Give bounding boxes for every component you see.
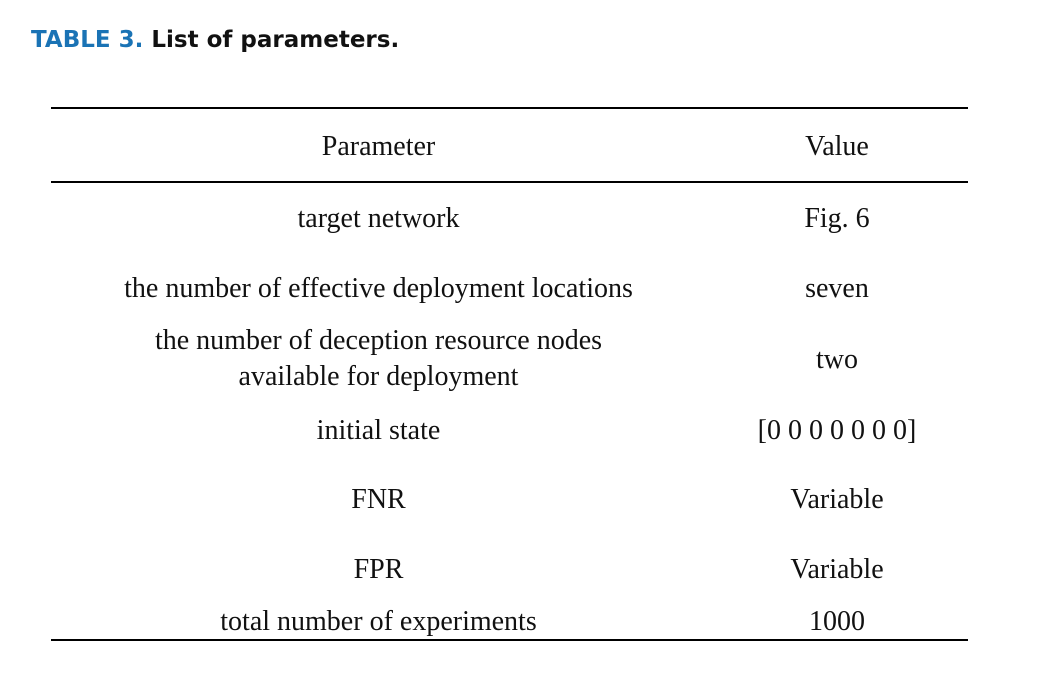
row-value-target-network: Fig. 6: [804, 203, 870, 234]
row-parameter-fnr: FNR: [351, 484, 406, 515]
table-caption: TABLE 3. List of parameters.: [31, 26, 399, 54]
row-value-total-experiments: 1000: [809, 606, 865, 637]
row-value-initial-state: [0 0 0 0 0 0 0]: [757, 415, 917, 446]
row-parameter-deception-nodes: the number of deception resource nodes a…: [51, 323, 706, 395]
row-value-fpr: Variable: [790, 554, 884, 585]
row-parameter-initial-state: initial state: [316, 415, 441, 446]
bottom-rule: [51, 639, 968, 641]
row-parameter-deception-nodes-line2: available for deployment: [238, 361, 519, 392]
header-rule: [51, 181, 968, 183]
row-value-fnr: Variable: [790, 484, 884, 515]
table-title: List of parameters.: [151, 27, 400, 53]
row-parameter-deployment-locations: the number of effective deployment locat…: [124, 273, 633, 304]
top-rule: [51, 107, 968, 109]
row-value-deployment-locations: seven: [805, 273, 869, 304]
row-value-deception-nodes: two: [816, 344, 858, 375]
row-parameter-deception-nodes-line1: the number of deception resource nodes: [154, 325, 603, 356]
table-number: TABLE 3.: [31, 27, 144, 53]
row-parameter-target-network: target network: [297, 203, 460, 234]
row-parameter-total-experiments: total number of experiments: [220, 606, 537, 637]
row-parameter-fpr: FPR: [353, 554, 404, 585]
header-parameter: Parameter: [321, 131, 436, 162]
header-value: Value: [805, 131, 869, 162]
